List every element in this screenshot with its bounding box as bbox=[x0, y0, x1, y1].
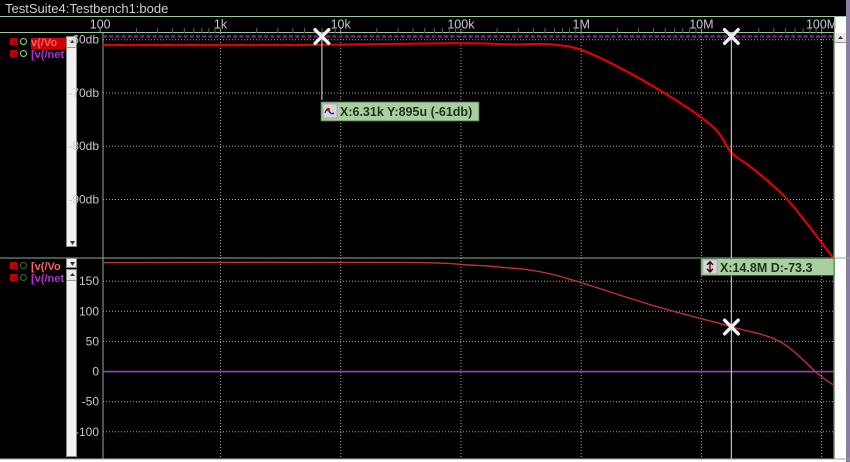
svg-text:1M: 1M bbox=[573, 18, 590, 32]
svg-text:X:14.8M D:-73.3: X:14.8M D:-73.3 bbox=[720, 261, 812, 275]
svg-text:0: 0 bbox=[92, 365, 99, 379]
svg-text:-80db: -80db bbox=[68, 139, 99, 153]
svg-text:100M: 100M bbox=[806, 18, 837, 32]
svg-text:100: 100 bbox=[79, 304, 99, 318]
svg-text:10k: 10k bbox=[331, 18, 352, 32]
svg-text:10M: 10M bbox=[689, 18, 713, 32]
svg-text:100k: 100k bbox=[447, 18, 475, 32]
svg-text:150: 150 bbox=[79, 274, 99, 288]
svg-text:X:6.31k Y:895u (-61db): X:6.31k Y:895u (-61db) bbox=[340, 105, 472, 119]
svg-text:-90db: -90db bbox=[68, 193, 99, 207]
svg-text:100: 100 bbox=[90, 18, 111, 32]
svg-text:50: 50 bbox=[86, 334, 100, 348]
svg-text:1k: 1k bbox=[214, 18, 228, 32]
svg-text:-50: -50 bbox=[82, 395, 100, 409]
svg-text:-100: -100 bbox=[75, 425, 99, 439]
svg-text:-70db: -70db bbox=[68, 86, 99, 100]
svg-text:-60db: -60db bbox=[68, 33, 99, 47]
